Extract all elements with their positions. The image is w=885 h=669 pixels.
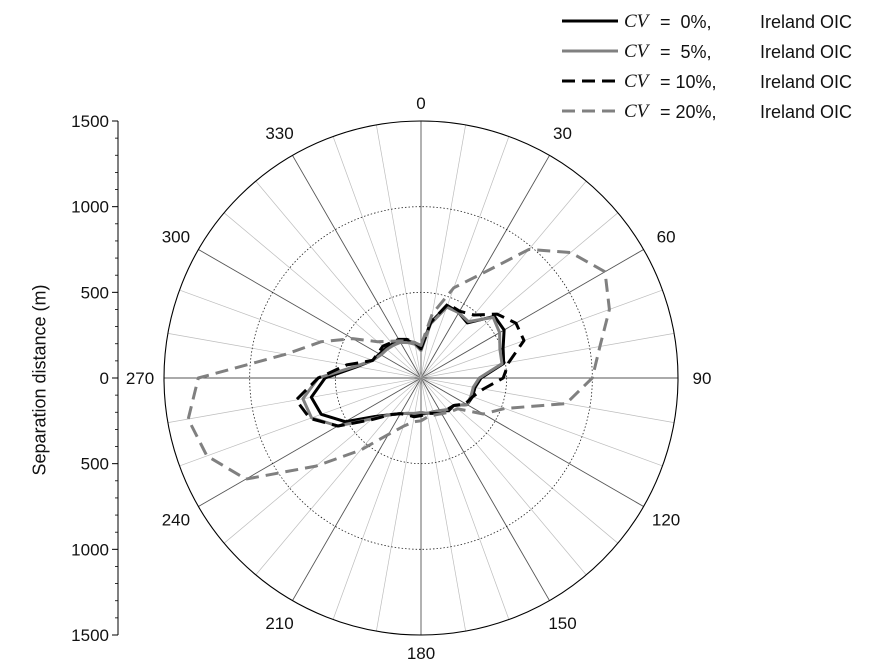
outer-circle	[163, 120, 679, 636]
radial-tick-label: 0	[100, 369, 109, 388]
spoke-310	[223, 212, 422, 379]
angle-label-120: 120	[652, 511, 680, 530]
legend-cv-value: = 0%,	[660, 12, 712, 32]
spoke-20	[420, 136, 510, 379]
radial-tick-label: 1000	[71, 198, 109, 217]
spoke-350	[376, 124, 422, 379]
series-group	[186, 247, 611, 481]
spoke-240	[198, 377, 422, 507]
spoke-10	[420, 124, 466, 379]
spoke-170	[420, 377, 466, 632]
legend-cv-symbol: CV	[624, 101, 649, 122]
legend-swatch	[562, 79, 618, 83]
spoke-80	[420, 333, 675, 379]
spoke-60	[420, 249, 644, 379]
spoke-280	[167, 333, 422, 379]
legend-cv-value: = 5%,	[660, 42, 712, 62]
spoke-40	[420, 180, 587, 379]
legend-site: Ireland OIC	[760, 42, 853, 62]
angle-label-0: 0	[416, 94, 425, 113]
spoke-320	[255, 180, 422, 379]
legend-cv-symbol: CV	[624, 11, 649, 32]
series-line-2	[294, 302, 526, 428]
spoke-120	[420, 377, 644, 507]
radial-tick-label: 500	[81, 455, 109, 474]
angle-labels: 0 30 60 90 120 150 180 210 240 270 300 330	[126, 94, 712, 663]
angle-label-180: 180	[407, 644, 435, 663]
series-line-3	[186, 247, 611, 481]
series-line-0	[309, 304, 506, 424]
spoke-190	[376, 377, 422, 632]
spoke-110	[420, 377, 663, 467]
spoke-290	[179, 289, 422, 379]
y-axis-title: Separation distance (m)	[29, 284, 50, 476]
radial-axis: 1500 1000 500 0 500 1000 1500	[71, 112, 119, 645]
legend-cv-value: = 10%,	[660, 72, 717, 92]
angle-label-150: 150	[548, 614, 576, 633]
series-line-1	[301, 305, 504, 428]
spoke-130	[420, 377, 619, 544]
radial-tick-label: 1500	[71, 112, 109, 131]
spoke-100	[420, 377, 675, 423]
spoke-260	[167, 377, 422, 423]
radial-tick-label: 500	[81, 283, 109, 302]
angle-label-30: 30	[553, 124, 572, 143]
angle-label-60: 60	[657, 228, 676, 247]
legend-swatch	[562, 19, 618, 23]
legend-cv-symbol: CV	[624, 41, 649, 62]
spoke-70	[420, 289, 663, 379]
angle-label-240: 240	[162, 511, 190, 530]
angle-label-330: 330	[265, 124, 293, 143]
spoke-50	[420, 212, 619, 379]
spoke-30	[420, 155, 550, 379]
spoke-150	[420, 377, 550, 601]
legend-cv-value: = 20%,	[660, 102, 717, 122]
spoke-160	[420, 377, 510, 620]
grid-circle-500	[334, 291, 508, 465]
angle-label-300: 300	[162, 228, 190, 247]
angle-label-210: 210	[265, 614, 293, 633]
legend-site: Ireland OIC	[760, 12, 853, 32]
legend-site: Ireland OIC	[760, 102, 853, 122]
legend-cv-symbol: CV	[624, 71, 649, 92]
spoke-340	[332, 136, 422, 379]
spoke-200	[332, 377, 422, 620]
spoke-300	[198, 249, 422, 379]
legend-site: Ireland OIC	[760, 72, 853, 92]
legend-swatch	[562, 49, 618, 53]
angle-label-270: 270	[126, 369, 154, 388]
legend-swatch	[562, 109, 618, 113]
angle-label-90: 90	[693, 369, 712, 388]
polar-grid	[163, 120, 679, 636]
spoke-220	[255, 377, 422, 576]
radial-tick-label: 1500	[71, 626, 109, 645]
spoke-230	[223, 377, 422, 544]
spoke-250	[179, 377, 422, 467]
radial-tick-label: 1000	[71, 540, 109, 559]
